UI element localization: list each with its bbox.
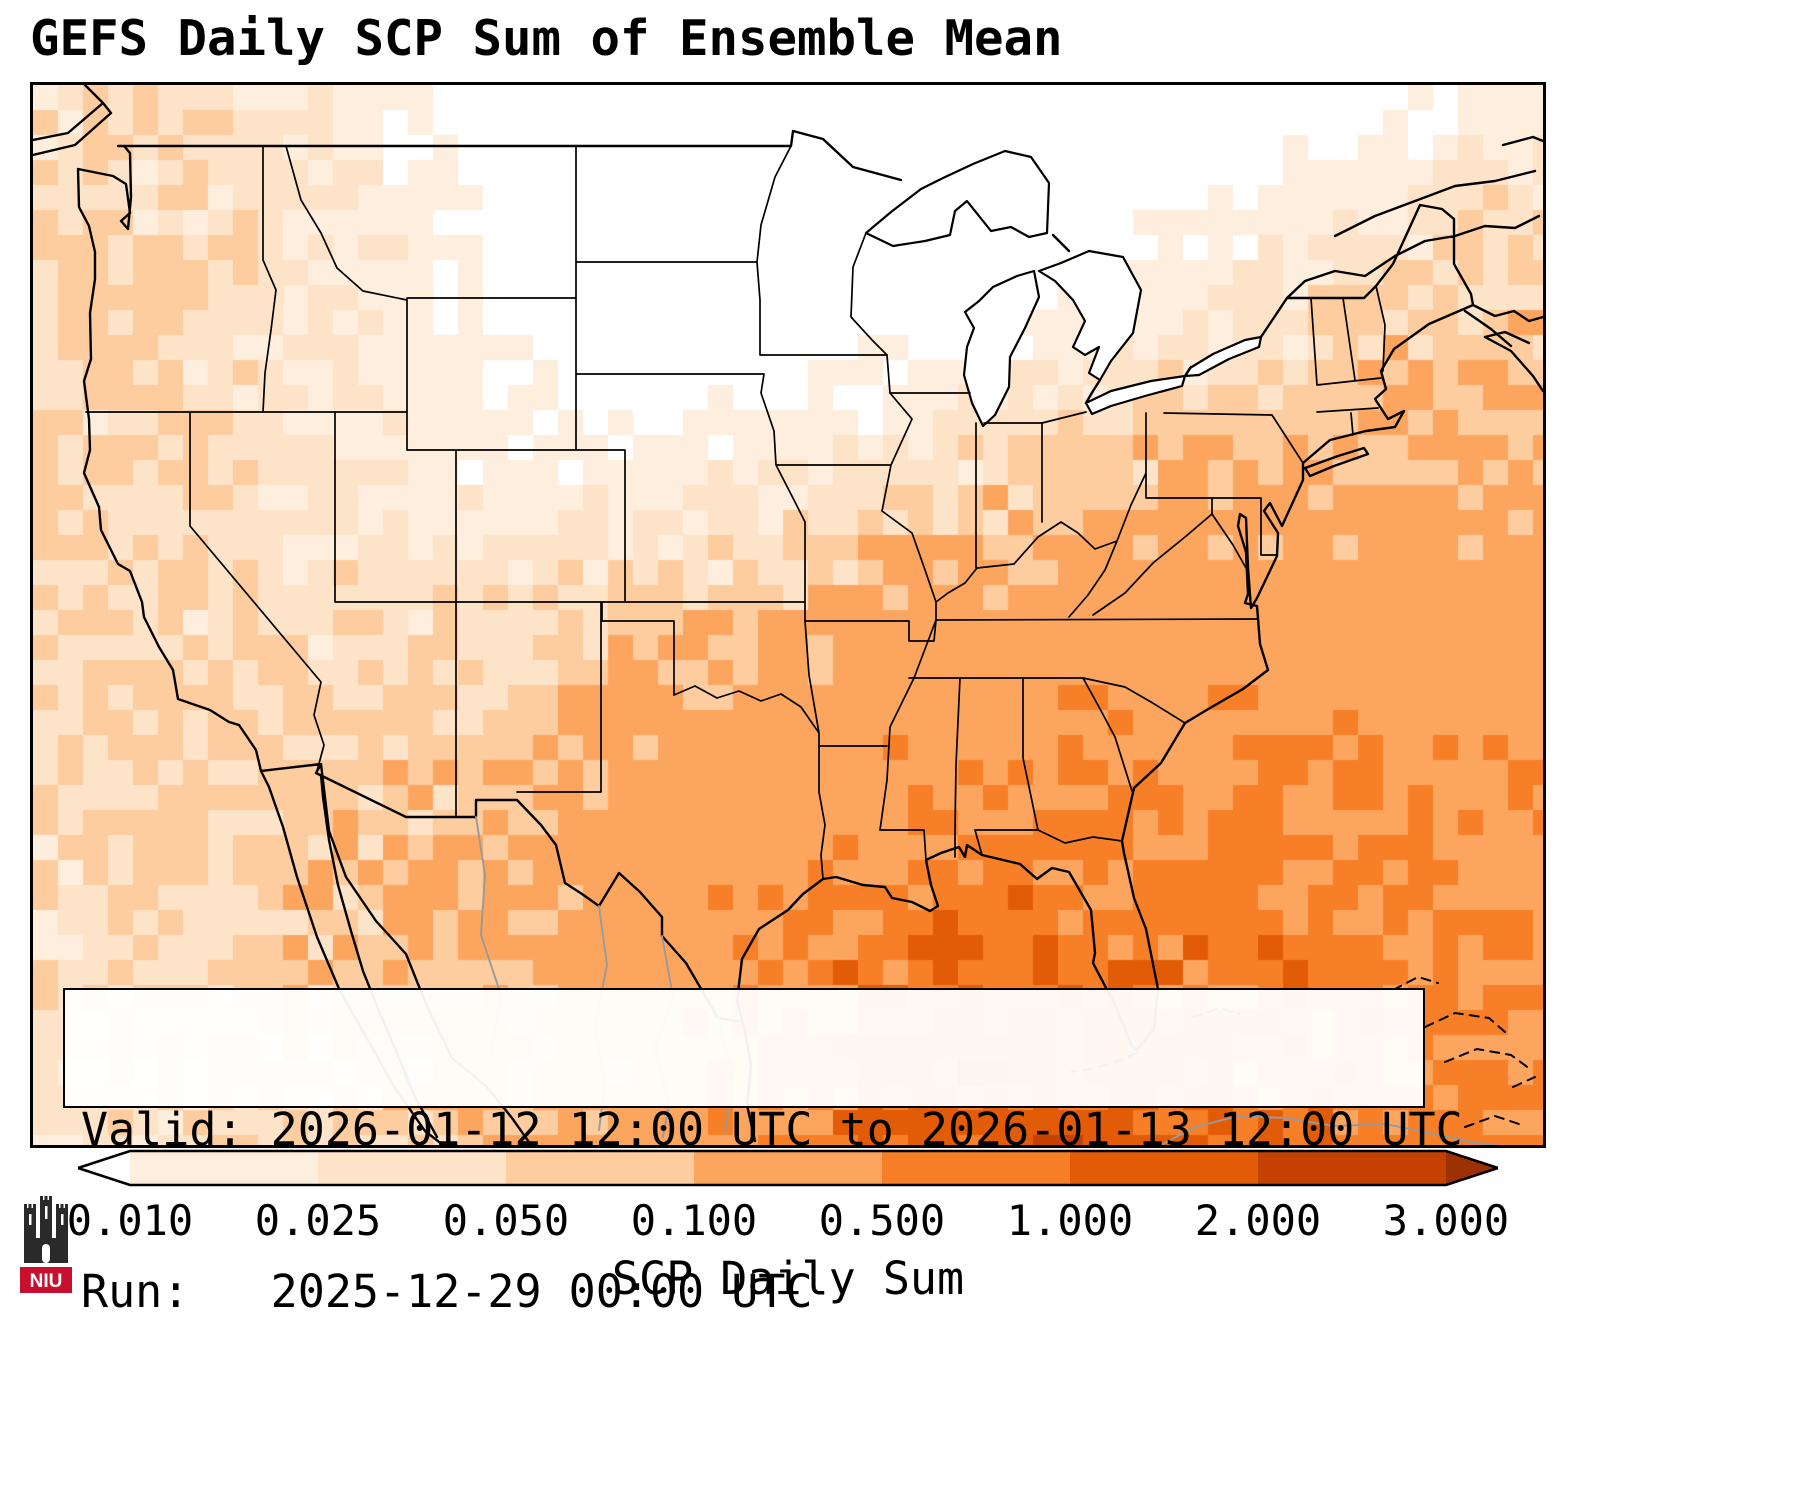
map-frame: Valid: 2026-01-12 12:00 UTC to 2026-01-1… (30, 82, 1546, 1318)
colorbar-tick: 0.010 (66, 1196, 194, 1245)
niu-banner (20, 1267, 72, 1293)
valid-run-info-box: Valid: 2026-01-12 12:00 UTC to 2026-01-1… (63, 988, 1463, 1318)
colorbar-band (506, 1151, 695, 1185)
basemap-overlay (33, 85, 1543, 1145)
colorbar-band (130, 1151, 319, 1185)
colorbar-tick: 0.100 (630, 1196, 758, 1245)
colorbar-tick: 0.025 (254, 1196, 382, 1245)
castle-icon (24, 1196, 68, 1263)
colorbar-tick: 0.500 (818, 1196, 946, 1245)
colorbar-over-arrow (1446, 1151, 1498, 1185)
state-borders-path (85, 145, 1386, 880)
coastline-path (33, 85, 1543, 1145)
colorbar-band (1070, 1151, 1259, 1185)
colorbar-tick: 2.000 (1194, 1196, 1322, 1245)
page-title: GEFS Daily SCP Sum of Ensemble Mean (30, 10, 1063, 67)
colorbar-band (1258, 1151, 1447, 1185)
niu-logo: NIU (20, 1196, 72, 1293)
colorbar-band (318, 1151, 507, 1185)
run-time-text: Run: 2025-12-29 00:00 UTC (81, 1265, 813, 1318)
scp-heatmap-canvas (33, 85, 1543, 1145)
colorbar-under-arrow (78, 1151, 130, 1185)
colorbar-tick: 0.050 (442, 1196, 570, 1245)
colorbar-band (694, 1151, 883, 1185)
niu-banner-text: NIU (30, 1271, 63, 1292)
colorbar-tick: 1.000 (1006, 1196, 1134, 1245)
colorbar-band (882, 1151, 1071, 1185)
colorbar-tick-labels: 0.010 0.025 0.050 0.100 0.500 1.000 2.000 3.000 (67, 1196, 1509, 1248)
valid-time-text: Valid: 2026-01-12 12:00 UTC to 2026-01-1… (81, 1103, 1463, 1156)
colorbar-outline (78, 1149, 1498, 1187)
colorbar-axis-label: SCP Daily Sum (611, 1252, 965, 1305)
great-lakes (864, 149, 1263, 428)
colorbar-tick: 3.000 (1382, 1196, 1510, 1245)
colorbar (78, 1149, 1498, 1187)
